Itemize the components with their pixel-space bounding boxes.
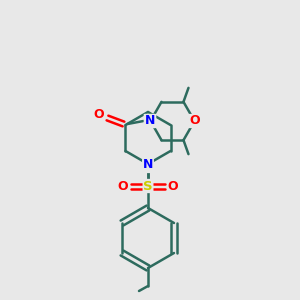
Text: O: O [118, 179, 128, 193]
Text: O: O [168, 179, 178, 193]
Text: N: N [144, 115, 155, 128]
Text: N: N [145, 115, 156, 128]
Text: O: O [93, 109, 104, 122]
Text: N: N [143, 158, 153, 170]
Text: N: N [143, 160, 153, 172]
Text: O: O [189, 115, 200, 128]
Text: S: S [143, 179, 153, 193]
